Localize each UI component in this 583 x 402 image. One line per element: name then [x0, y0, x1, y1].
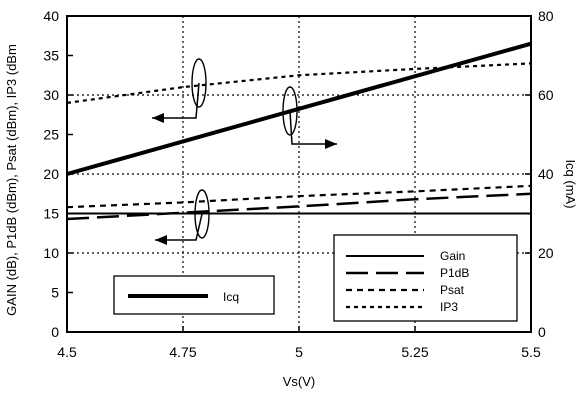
- legend-icq: Icq: [113, 275, 275, 315]
- annotation-ellipse-ip3: [191, 58, 207, 108]
- x-tick-label: 5: [295, 344, 303, 360]
- y-left-tick-label: 10: [43, 245, 59, 261]
- y-left-tick-label: 30: [43, 87, 59, 103]
- y-left-tick-label: 25: [43, 127, 59, 143]
- x-tick-label: 4.75: [169, 344, 196, 360]
- legend-label-p1db: P1dB: [440, 266, 469, 280]
- y-left-tick-label: 40: [43, 8, 59, 24]
- y-left-tick-label: 15: [43, 206, 59, 222]
- annotation-arrow-gain: [155, 213, 203, 241]
- legend-main: Gain P1dB Psat IP3: [333, 234, 518, 322]
- annotation-arrow-ip3: [152, 82, 200, 119]
- legend-label-gain: Gain: [440, 249, 465, 263]
- series-line-psat: [66, 184, 532, 209]
- legend-icq-label: Icq: [223, 290, 239, 304]
- annotations: [152, 58, 337, 245]
- y-left-tick-label: 5: [51, 285, 59, 301]
- x-tick-label: 4.5: [57, 344, 77, 360]
- annotation-ellipse-icq: [282, 86, 298, 136]
- y-right-tick-label: 0: [538, 324, 546, 340]
- y-right-tick-label: 80: [538, 8, 554, 24]
- ticks: [66, 15, 532, 333]
- series-line-p1db: [66, 192, 532, 221]
- tick-labels: 4.5 4.75 5 5.25 5.5 0 5 10 15 20 25 30 35 40 0 20 40 60 80: [43, 8, 553, 360]
- y-right-tick-label: 40: [538, 166, 554, 182]
- legend-main-box: [333, 234, 518, 322]
- series-line-ip3: [66, 62, 532, 104]
- annotation-arrow-icq: [289, 110, 337, 145]
- annotation-arrow-ip3-head: [152, 113, 164, 123]
- series-layer: [66, 41, 532, 221]
- series-line-icq: [66, 41, 532, 176]
- annotation-arrow-icq-head: [325, 139, 337, 149]
- y-right-tick-label: 20: [538, 245, 554, 261]
- y-left-tick-label: 20: [43, 166, 59, 182]
- y-left-tick-label: 35: [43, 48, 59, 64]
- annotation-arrow-gain-head: [155, 235, 167, 245]
- y-right-tick-label: 60: [538, 87, 554, 103]
- annotation-ellipse-gain: [194, 189, 210, 239]
- y-left-tick-label: 0: [51, 324, 59, 340]
- y-axis-right-title: Icq (mA): [563, 159, 578, 208]
- y-axis-left-title: GAIN (dB), P1dB (dBm), Psat (dBm), IP3 (…: [4, 44, 19, 316]
- x-axis-title: Vs(V): [283, 374, 316, 389]
- legend-label-psat: Psat: [440, 283, 465, 297]
- x-tick-label: 5.25: [401, 344, 428, 360]
- x-tick-label: 5.5: [521, 344, 541, 360]
- legend-label-ip3: IP3: [440, 300, 458, 314]
